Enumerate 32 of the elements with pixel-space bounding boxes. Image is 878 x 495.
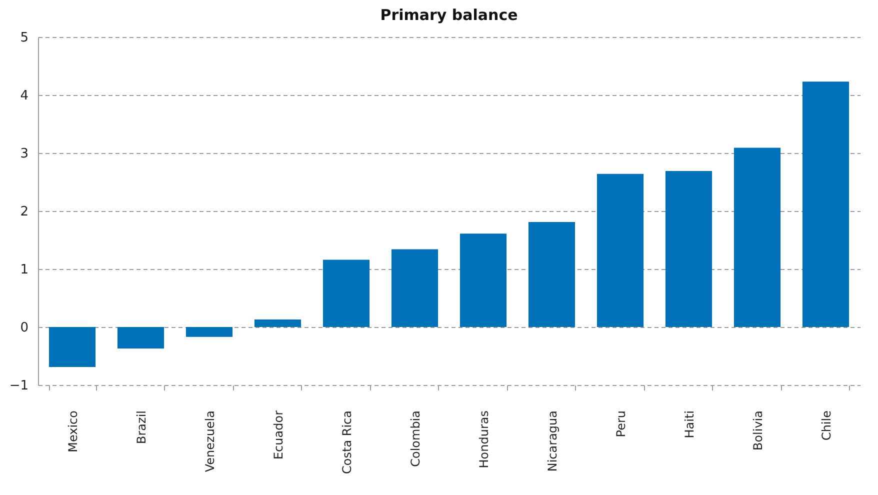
bar [254,319,302,327]
x-tick-label: Haiti [682,410,696,438]
x-tick-label: Costa Rica [340,410,354,474]
x-tick-label: Nicaragua [545,410,560,472]
bar [391,249,438,327]
x-tick-label: Venezuela [202,410,217,472]
bar [186,327,233,337]
y-tick-label: 5 [20,30,28,46]
y-tick-label: 2 [20,204,28,220]
bar [528,222,576,327]
x-tick-label: Colombia [408,410,422,467]
x-tick-label: Honduras [476,410,491,468]
y-tick-label: 1 [20,262,28,278]
bar [596,174,644,327]
y-tick-label: 0 [20,320,28,336]
bar [665,170,712,327]
bar [48,327,96,368]
bar [322,260,370,327]
bar [117,327,164,348]
x-tick-label: Brazil [134,410,148,444]
x-tick-label: Chile [819,410,834,441]
y-tick-label: −1 [9,378,28,394]
chart-title: Primary balance [380,6,518,24]
y-tick-label: 4 [20,88,28,104]
y-tick-label: 3 [20,146,28,162]
x-tick-label: Mexico [66,410,80,452]
x-tick-label: Ecuador [271,410,286,460]
bar [734,148,781,327]
bar [460,234,507,327]
bar [802,82,850,327]
x-tick-label: Peru [614,410,628,438]
x-tick-label: Bolivia [750,410,765,451]
